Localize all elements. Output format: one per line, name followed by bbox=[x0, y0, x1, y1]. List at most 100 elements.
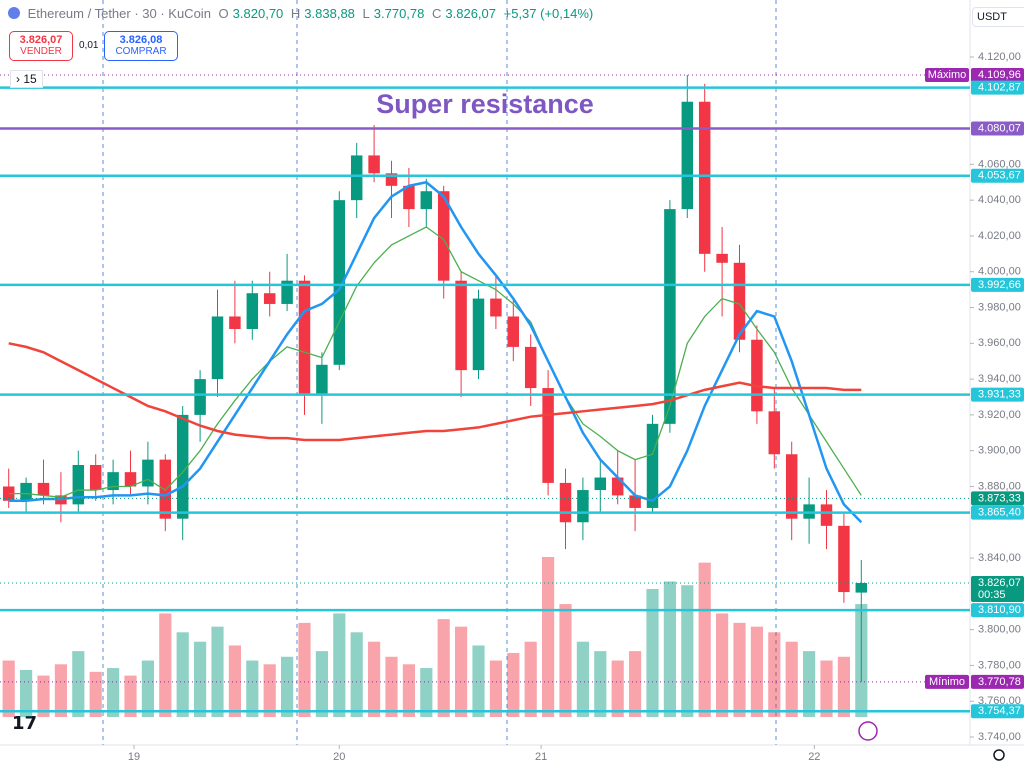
candle-body bbox=[716, 253, 728, 263]
volume-bar bbox=[750, 626, 763, 717]
header: Ethereum / Tether · 30 · KuCoin O 3.820,7… bbox=[8, 6, 597, 21]
x-tick-label: 21 bbox=[535, 751, 547, 763]
ohlc-value: 3.826,07 bbox=[445, 6, 496, 21]
candle-body bbox=[89, 465, 102, 491]
volume-bar bbox=[194, 641, 207, 717]
settings-icon[interactable] bbox=[993, 749, 1005, 761]
ohlc-value: 3.820,70 bbox=[232, 6, 284, 21]
volume-bar bbox=[820, 660, 833, 717]
price-label: 3.770,78 bbox=[978, 676, 1021, 688]
volume-bar bbox=[350, 632, 363, 717]
price-label: 3.810,90 bbox=[978, 604, 1021, 616]
coin-icon bbox=[8, 7, 20, 19]
volume-bar bbox=[107, 668, 120, 717]
ohlc-label: O bbox=[218, 6, 229, 21]
candle-body bbox=[559, 482, 572, 523]
candle-body bbox=[490, 298, 502, 317]
y-tick-label: 3.980,00 bbox=[978, 301, 1021, 313]
sell-button[interactable]: 3.826,07 VENDER bbox=[9, 31, 73, 61]
volume-bar bbox=[837, 656, 850, 717]
price-label: 3.865,40 bbox=[978, 507, 1021, 519]
price-label: 3.992,66 bbox=[978, 279, 1021, 291]
candle-body bbox=[176, 414, 189, 519]
volume-bar bbox=[211, 626, 224, 717]
volume-bar bbox=[246, 660, 259, 717]
y-tick-label: 3.800,00 bbox=[978, 624, 1021, 636]
candle-body bbox=[20, 482, 32, 501]
candle-body bbox=[298, 280, 311, 394]
candle-body bbox=[246, 293, 259, 329]
volume-bar bbox=[524, 641, 537, 717]
volume-bar bbox=[542, 557, 555, 717]
indicators-toggle[interactable]: › 15 bbox=[10, 70, 43, 88]
candle-body bbox=[437, 191, 450, 281]
y-tick-label: 3.920,00 bbox=[978, 409, 1021, 421]
spread: 0,01 bbox=[79, 40, 99, 51]
candle-body bbox=[229, 316, 241, 329]
moving-average bbox=[8, 226, 862, 498]
candle-body bbox=[646, 423, 659, 508]
volume-bar bbox=[54, 664, 67, 717]
volume-bar bbox=[420, 668, 433, 717]
y-tick-label: 3.760,00 bbox=[978, 695, 1021, 707]
volume-bar bbox=[455, 626, 468, 717]
candle-body bbox=[333, 200, 346, 365]
candle-body bbox=[385, 173, 398, 186]
volume-bar bbox=[141, 660, 154, 717]
volume-bar bbox=[733, 622, 746, 717]
candle-body bbox=[820, 504, 833, 526]
sell-price: 3.826,07 bbox=[19, 34, 63, 46]
price-label-box bbox=[971, 505, 1024, 520]
volume-bar bbox=[20, 669, 33, 717]
volume-bar bbox=[72, 651, 85, 717]
volume-bar bbox=[785, 641, 798, 717]
ohlc-value: 3.770,78 bbox=[373, 6, 425, 21]
candle-body bbox=[664, 209, 676, 424]
y-tick-label: 4.120,00 bbox=[978, 51, 1021, 63]
price-tag-box bbox=[925, 674, 969, 689]
candle-body bbox=[107, 472, 119, 491]
candle-body bbox=[785, 454, 798, 519]
candle-body bbox=[594, 477, 607, 491]
volume-bar bbox=[281, 656, 294, 717]
price-label-box bbox=[971, 491, 1024, 506]
candle-body bbox=[524, 346, 537, 389]
svg-text:𝟭𝟳: 𝟭𝟳 bbox=[12, 713, 37, 733]
alert-icon[interactable] bbox=[858, 721, 878, 741]
price-label: 3.931,33 bbox=[978, 389, 1021, 401]
price-label-box bbox=[971, 80, 1024, 95]
y-tick-label: 3.740,00 bbox=[978, 731, 1021, 743]
candle-body bbox=[420, 191, 433, 210]
y-tick-label: 4.060,00 bbox=[978, 158, 1021, 170]
price-label: 3.826,07 bbox=[978, 577, 1021, 589]
currency-select[interactable]: USDT bbox=[972, 7, 1024, 27]
candle-body bbox=[611, 477, 624, 496]
change: +5,37 (+0,14%) bbox=[503, 6, 594, 21]
candle-body bbox=[681, 101, 694, 210]
ohlc-value: 3.838,88 bbox=[304, 6, 355, 21]
candle-body bbox=[733, 262, 746, 340]
volume-bar bbox=[629, 651, 642, 717]
sell-label: VENDER bbox=[20, 46, 62, 57]
moving-average bbox=[8, 342, 862, 442]
price-label: 4.053,67 bbox=[978, 170, 1021, 182]
volume-bar bbox=[228, 645, 241, 717]
volume-bar bbox=[681, 585, 694, 717]
candle-body bbox=[263, 293, 276, 304]
price-label-box bbox=[971, 67, 1024, 82]
y-tick-label: 3.940,00 bbox=[978, 373, 1021, 385]
candle-body bbox=[698, 101, 711, 254]
candle-body bbox=[629, 495, 641, 508]
volume-bar bbox=[646, 589, 659, 717]
volume-bar bbox=[594, 651, 607, 717]
volume-bar bbox=[698, 562, 711, 717]
volume-bar bbox=[489, 660, 502, 717]
volume-bar bbox=[368, 641, 381, 717]
volume-bar bbox=[2, 660, 15, 717]
y-tick-label: 3.960,00 bbox=[978, 337, 1021, 349]
buy-button[interactable]: 3.826,08 COMPRAR bbox=[104, 31, 178, 61]
candle-body bbox=[455, 280, 467, 371]
y-tick-label: 3.840,00 bbox=[978, 552, 1021, 564]
price-countdown: 00:35 bbox=[978, 589, 1006, 601]
candle-body bbox=[316, 364, 328, 394]
